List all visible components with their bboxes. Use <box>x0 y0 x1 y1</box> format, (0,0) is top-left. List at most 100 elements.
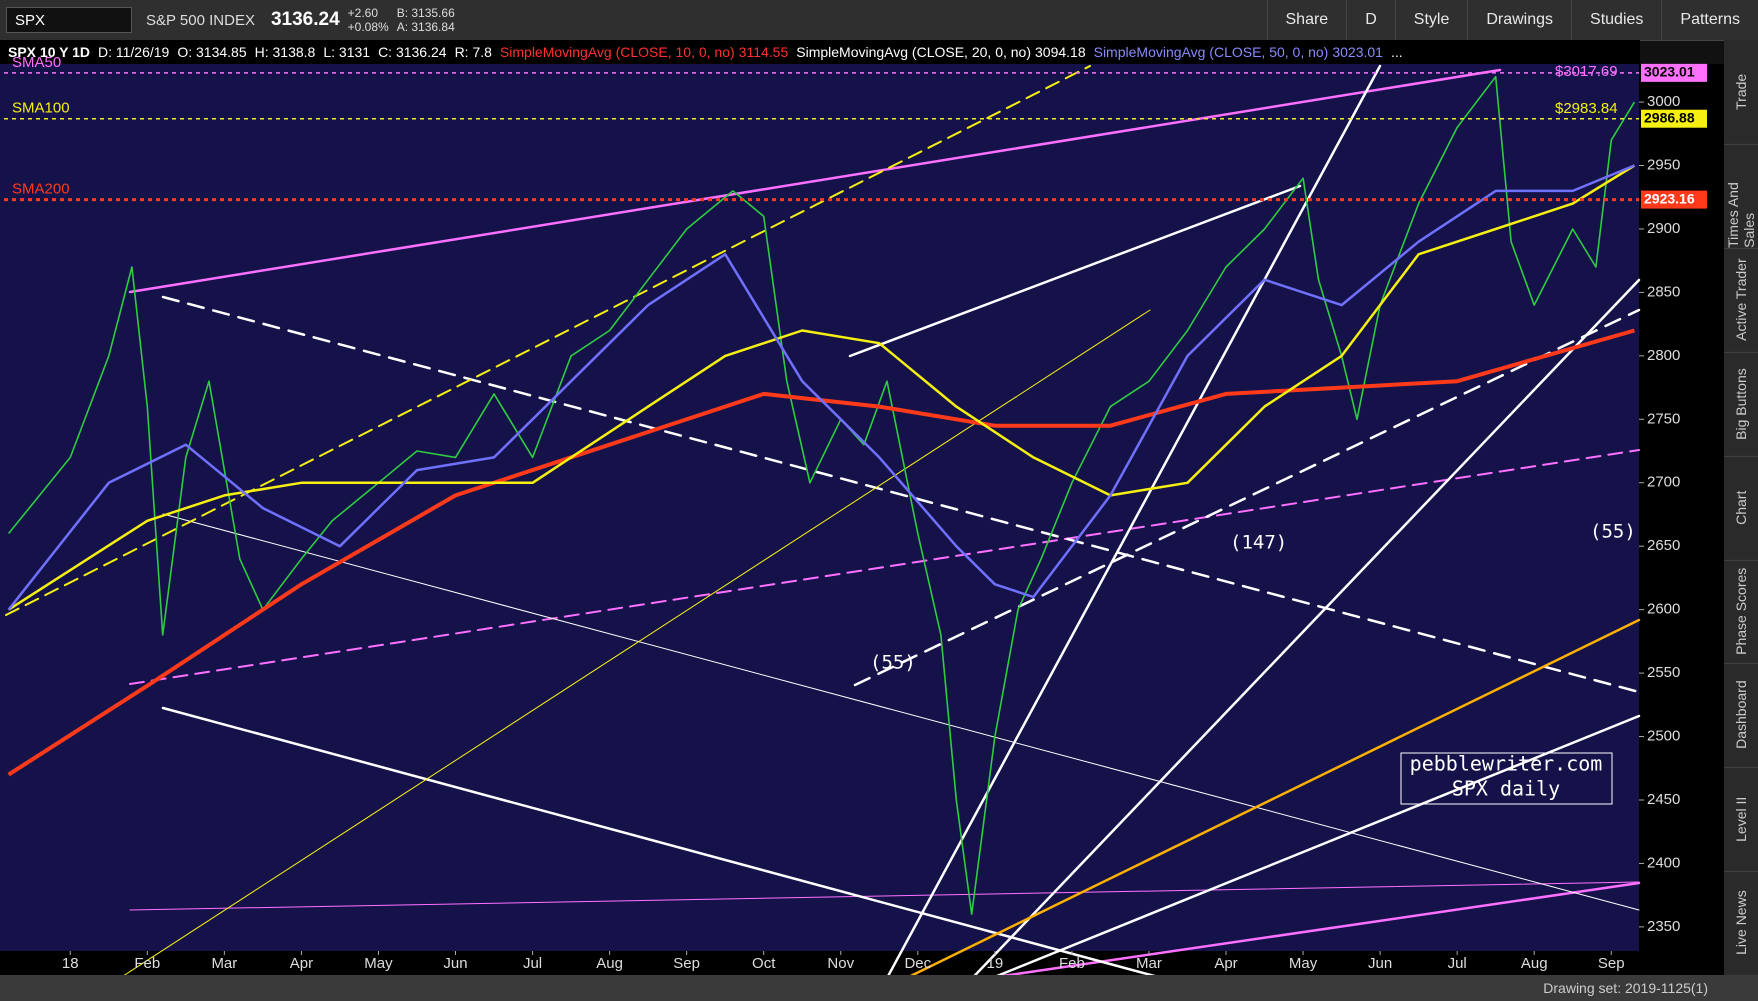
marks: 2350 2400 2450 2500 2550 2600 2650 2700 2750 2800… <box>4 54 1707 972</box>
x-tick-label: Mar <box>1136 955 1162 972</box>
y-tick-label: 2450 <box>1647 791 1680 808</box>
price-line <box>7 164 1636 611</box>
side-tab[interactable]: Live News <box>1724 871 1758 976</box>
x-tick-label: Apr <box>290 955 313 972</box>
inline-label: $2983.84 <box>1555 100 1618 117</box>
annotation: (147) <box>1230 532 1287 554</box>
x-tick-label: Dec <box>904 955 931 972</box>
price-tag-label: 3023.01 <box>1644 64 1695 80</box>
study-name: SimpleMovingAvg (CLOSE, 20, 0, no) <box>796 44 1031 60</box>
side-tab[interactable]: Level II <box>1724 767 1758 873</box>
x-tick-label: Feb <box>134 955 160 972</box>
level-label: SMA100 <box>12 100 70 117</box>
trendline <box>848 184 1302 358</box>
x-tick-label: Jul <box>523 955 542 972</box>
price-axis <box>1639 64 1724 975</box>
chart-header: SPX 10 Y 1D D: 11/26/19 O: 3134.85 H: 3138… <box>0 40 1640 64</box>
y-tick-label: 3000 <box>1647 93 1680 110</box>
ohlc-field: D: 11/26/19 <box>97 44 170 60</box>
toolbar-button[interactable]: Share <box>1266 0 1347 40</box>
side-tabs: Trade Times And Sales Active Trader Big But… <box>1724 40 1758 976</box>
y-tick-label: 2950 <box>1647 156 1680 173</box>
price-tag <box>1641 190 1707 209</box>
chart: 2350 2400 2450 2500 2550 2600 2650 2700 2750 2800… <box>0 54 1724 975</box>
study-value: 3114.55 <box>738 44 789 60</box>
y-tick-label: 2550 <box>1647 664 1680 681</box>
study-name: SimpleMovingAvg (CLOSE, 50, 0, no) <box>1093 44 1329 60</box>
ohlc-field: L: 3131 <box>323 44 371 60</box>
trendline <box>5 65 1091 616</box>
change-box: +2.60 +0.08% <box>348 6 389 34</box>
x-tick-label: Feb <box>1059 955 1085 972</box>
y-tick-label: 2850 <box>1647 283 1680 300</box>
toolbar-button[interactable]: D <box>1346 0 1395 40</box>
x-tick-label: Aug <box>596 955 623 972</box>
side-tab[interactable]: Chart <box>1724 455 1758 561</box>
trendline <box>129 449 1640 685</box>
level-label: SMA200 <box>12 181 70 198</box>
side-tab[interactable]: Big Buttons <box>1724 351 1758 457</box>
ohlc-field: R: 7.8 <box>454 44 492 60</box>
y-tick-label: 2400 <box>1647 854 1680 871</box>
side-tab[interactable]: Trade <box>1724 40 1758 145</box>
y-tick-label: 2600 <box>1647 601 1680 618</box>
annotation: (55) <box>1590 521 1636 543</box>
trendline <box>973 278 1641 975</box>
price-tag <box>1641 109 1707 128</box>
x-tick-label: Sep <box>673 955 700 972</box>
change: +2.60 <box>347 6 379 20</box>
x-tick-label: 19 <box>987 955 1004 972</box>
x-tick-label: 18 <box>62 955 79 972</box>
x-tick-label: Oct <box>752 955 776 972</box>
y-tick-label: 2500 <box>1647 728 1680 745</box>
study-name: SimpleMovingAvg (CLOSE, 10, 0, no) <box>499 44 735 60</box>
symbol-box[interactable]: SPX <box>6 7 132 33</box>
drawing-set: Drawing set: 2019-1125(1) <box>1543 980 1708 996</box>
y-tick-label: 2700 <box>1647 474 1680 491</box>
side-tab[interactable]: Phase Scores <box>1724 559 1758 665</box>
toolbar-button[interactable]: Drawings <box>1467 0 1571 40</box>
price-line <box>7 328 1635 777</box>
price-tag-label: 2986.88 <box>1644 109 1695 125</box>
y-tick-label: 2800 <box>1647 347 1680 364</box>
toolbar-buttons: Share D Style Drawings Studies Patterns <box>1266 0 1758 40</box>
drawings <box>5 64 1641 975</box>
side-tab[interactable]: Times And Sales <box>1724 143 1758 249</box>
ohlc-field: O: 3134.85 <box>177 44 247 60</box>
trendline <box>853 308 1641 687</box>
trendline <box>129 881 1640 911</box>
trendline <box>161 706 1156 975</box>
toolbar-button[interactable]: Patterns <box>1661 0 1758 40</box>
last-price: 3136.24 <box>270 9 340 30</box>
x-tick-label: May <box>1289 955 1318 972</box>
y-tick-label: 2350 <box>1647 918 1680 935</box>
symbol-name: S&P 500 INDEX <box>146 11 255 29</box>
status-bar: Drawing set: 2019-1125(1) <box>0 975 1758 1001</box>
trendline <box>162 513 1640 911</box>
x-tick-label: Apr <box>1214 955 1237 972</box>
ohlc-field: H: 3138.8 <box>254 44 316 60</box>
x-tick-label: Mar <box>211 955 237 972</box>
x-tick-label: Nov <box>827 955 854 972</box>
trendline <box>161 295 1641 694</box>
time-axis <box>0 951 1639 975</box>
price-line <box>7 164 1635 611</box>
trendline <box>909 618 1641 975</box>
level-label: SMA50 <box>12 54 61 71</box>
x-tick-label: Jun <box>1368 955 1392 972</box>
toolbar-button[interactable]: Style <box>1394 0 1468 40</box>
toolbar-button[interactable]: Studies <box>1571 0 1661 40</box>
side-tab[interactable]: Dashboard <box>1724 663 1758 769</box>
x-tick-label: Jun <box>443 955 467 972</box>
study-value: 3023.01 <box>1332 44 1383 60</box>
side-tab[interactable]: Active Trader <box>1724 247 1758 353</box>
watermark: SPX daily <box>1452 777 1560 801</box>
quote-box: B: 3135.66 A: 3136.84 <box>397 6 455 34</box>
x-tick-label: Jul <box>1448 955 1467 972</box>
watermark: pebblewriter.com <box>1410 752 1603 776</box>
y-tick-label: 2900 <box>1647 220 1680 237</box>
ask: A: 3136.84 <box>396 20 455 34</box>
x-tick-label: Aug <box>1521 955 1548 972</box>
inline-label: $3017.69 <box>1555 63 1618 80</box>
